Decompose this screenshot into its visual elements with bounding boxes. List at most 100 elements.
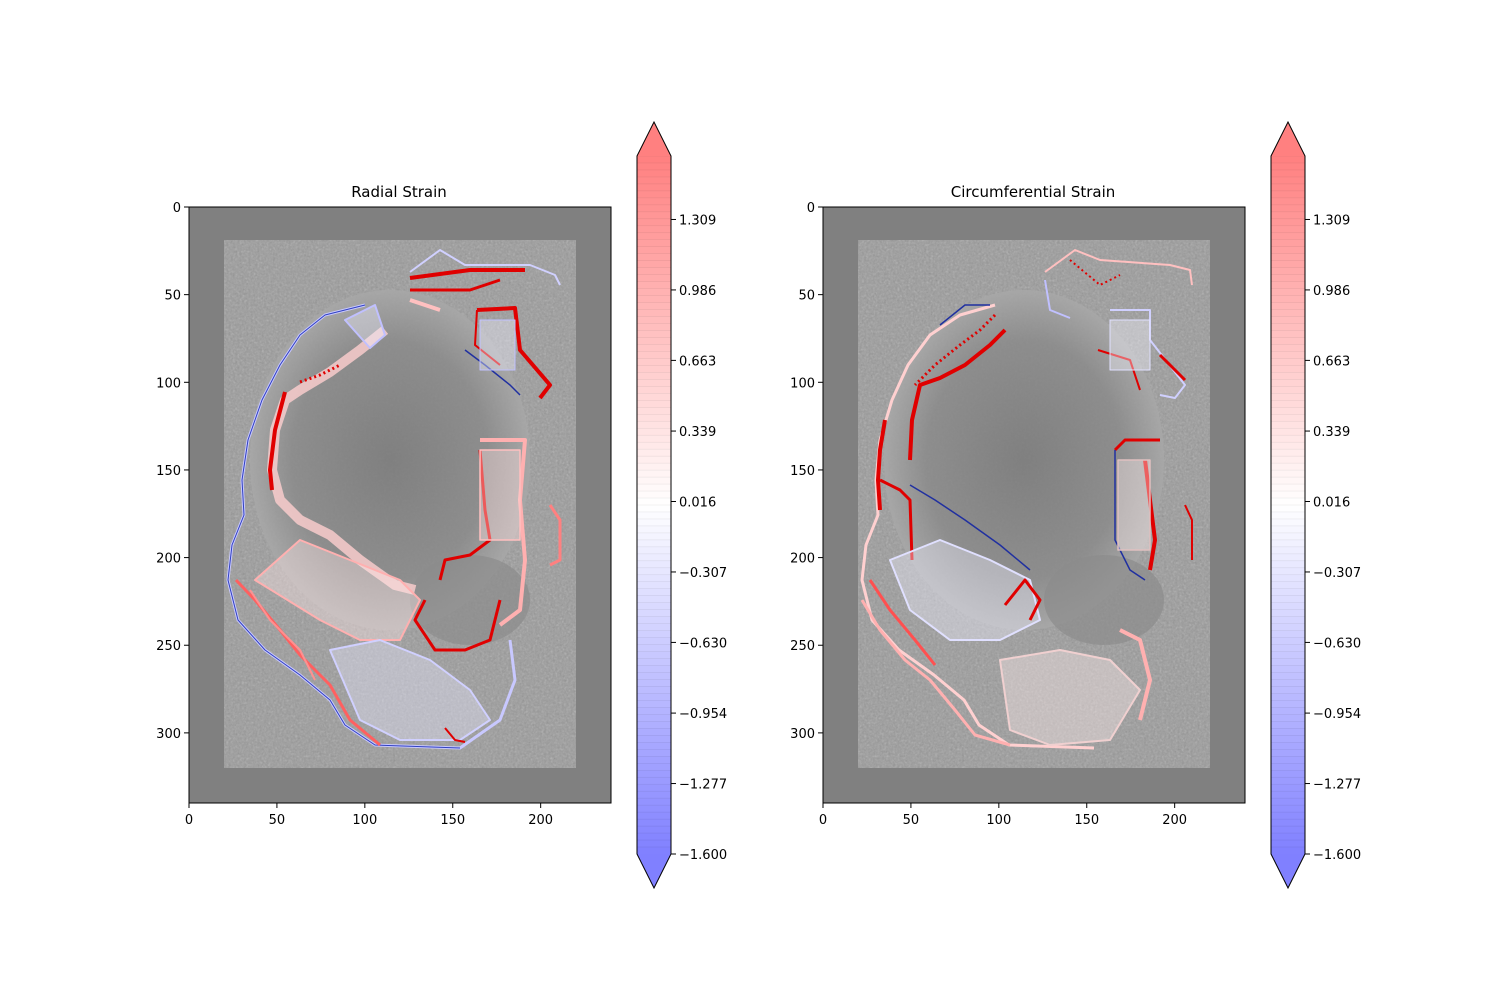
colorbar-segment: [1271, 449, 1305, 457]
colorbar: 1.309 0.986 0.663 0.339 0.016 −0.307 −0.630 −0.…: [1270, 120, 1361, 890]
colorbar-tick-label: 0.339: [679, 425, 716, 440]
colorbar-tick-label: 0.016: [679, 496, 716, 511]
colorbar-segment: [637, 246, 671, 255]
colorbar-segment: [637, 623, 671, 632]
x-tick-label: 200: [528, 813, 553, 828]
y-tick-label: 250: [790, 639, 815, 654]
colorbar-segment: [637, 525, 671, 534]
colorbar-segment: [1271, 791, 1305, 799]
colorbar-segment: [637, 693, 671, 702]
colorbar-segment: [1271, 602, 1305, 611]
colorbar-tick-label: −1.277: [679, 778, 727, 793]
colorbar-segment: [637, 470, 671, 478]
colorbar-segment: [637, 791, 671, 799]
y-tick-label: 150: [156, 464, 181, 479]
colorbar-segment: [637, 484, 671, 492]
colorbar-segment: [1271, 505, 1305, 513]
colorbar-tick-label: −0.307: [679, 566, 727, 581]
colorbar-segment: [1271, 847, 1305, 855]
x-tick-label: 50: [903, 813, 920, 828]
colorbar-segment: [1271, 309, 1305, 318]
colorbar-tick-label: −0.954: [679, 707, 727, 722]
colorbar-segment: [1271, 337, 1305, 346]
y-tick-label: 200: [156, 552, 181, 567]
colorbar-segment: [1271, 805, 1305, 813]
colorbar-segment: [637, 553, 671, 562]
colorbar-segment: [637, 658, 671, 667]
colorbar-outline: [1270, 120, 1306, 890]
colorbar-segment: [1271, 421, 1305, 429]
colorbar-segment: [1271, 560, 1305, 569]
colorbar-segment: [637, 267, 671, 276]
panel-circumferential-strain: Circumferential Strain: [790, 120, 1361, 890]
colorbar-segment: [1271, 539, 1305, 548]
axes-frame: [188, 206, 612, 804]
colorbar-segment: [1271, 358, 1305, 366]
colorbar-segment: [1271, 567, 1305, 576]
colorbar-segment: [637, 819, 671, 827]
colorbar-segment: [1271, 728, 1305, 736]
colorbar-segment: [1271, 162, 1305, 171]
colorbar-segment: [637, 560, 671, 569]
chart-title: Circumferential Strain: [951, 183, 1116, 201]
y-tick-label: 50: [798, 289, 815, 304]
colorbar-segment: [637, 539, 671, 548]
colorbar-segment: [1271, 386, 1305, 394]
y-tick-label: 100: [790, 376, 815, 391]
colorbar-segment: [637, 833, 671, 841]
colorbar-segment: [637, 330, 671, 339]
colorbar-tick-label: 1.309: [679, 213, 716, 228]
colorbar-tick-label: 0.663: [679, 354, 716, 369]
colorbar-segment: [637, 232, 671, 241]
colorbar-segment: [637, 630, 671, 639]
colorbar-segment: [1271, 267, 1305, 276]
colorbar-segment: [637, 288, 671, 297]
colorbar-segment: [637, 616, 671, 625]
colorbar-segment: [637, 156, 671, 164]
colorbar-segment: [637, 204, 671, 213]
colorbar-segment: [1271, 456, 1305, 464]
colorbar-segment: [1271, 525, 1305, 534]
colorbar-segment: [637, 518, 671, 527]
colorbar-segment: [1271, 581, 1305, 590]
x-tick-label: 100: [986, 813, 1011, 828]
colorbar-segment: [1271, 511, 1305, 520]
colorbar-segment: [637, 602, 671, 611]
colorbar-segment: [1271, 637, 1305, 646]
panel-radial-strain: Radial Strain: [156, 120, 727, 890]
colorbar-segment: [637, 309, 671, 318]
colorbar-segment: [1271, 714, 1305, 722]
colorbar-segment: [637, 749, 671, 757]
colorbar-segment: [637, 679, 671, 688]
colorbar-segment: [637, 337, 671, 346]
colorbar-segment: [637, 281, 671, 290]
colorbar-segment: [1271, 393, 1305, 401]
colorbar-segment: [1271, 463, 1305, 471]
colorbar-segment: [1271, 707, 1305, 715]
colorbar-segment: [1271, 588, 1305, 597]
y-tick-label: 200: [790, 552, 815, 567]
colorbar-segment: [1271, 365, 1305, 373]
colorbar-segment: [637, 756, 671, 764]
colorbar-extend-low: [637, 854, 671, 888]
colorbar-extend-high: [637, 122, 671, 156]
colorbar-segment: [637, 498, 671, 506]
colorbar-segment: [637, 218, 671, 227]
colorbar-segment: [1271, 665, 1305, 674]
x-tick-label: 50: [269, 813, 286, 828]
colorbar-segment: [1271, 819, 1305, 827]
colorbar-segment: [1271, 218, 1305, 227]
colorbar-segment: [637, 393, 671, 401]
colorbar-segment: [1271, 532, 1305, 541]
colorbar-tick-label: 0.986: [679, 284, 716, 299]
colorbar-segment: [637, 386, 671, 394]
colorbar-segment: [637, 274, 671, 283]
colorbar-segment: [1271, 407, 1305, 415]
colorbar-segment: [637, 735, 671, 743]
colorbar-segment: [1271, 553, 1305, 562]
colorbar-segment: [1271, 379, 1305, 387]
colorbar-segment: [1271, 190, 1305, 199]
y-tick-label: 50: [164, 289, 181, 304]
colorbar-tick-label: −0.630: [679, 636, 727, 651]
colorbar-segment: [1271, 211, 1305, 220]
